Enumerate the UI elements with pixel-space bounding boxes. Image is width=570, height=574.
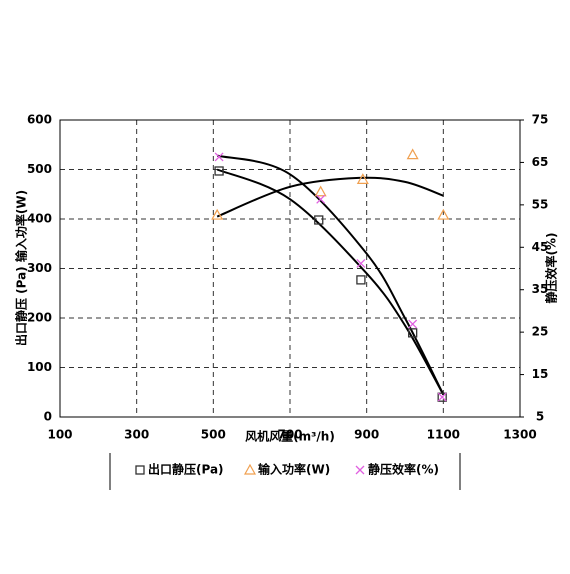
y2-tick-label: 35	[532, 282, 549, 296]
data-point	[214, 152, 224, 162]
data-point	[214, 166, 224, 176]
y-tick-label: 100	[27, 360, 52, 374]
y-tick-label: 0	[44, 410, 52, 424]
legend-marker	[243, 463, 257, 475]
y2-tick-label: 5	[536, 410, 544, 424]
data-point	[437, 392, 447, 402]
plot-border	[59, 119, 521, 418]
x-tick-label: 700	[277, 428, 302, 442]
x-tick-label: 900	[354, 428, 379, 442]
x-tick-label: 300	[124, 428, 149, 442]
y-tick-label: 500	[27, 162, 52, 176]
data-point	[356, 275, 366, 285]
x-tick-label: 1100	[427, 428, 460, 442]
y2-tick-label: 75	[532, 113, 549, 127]
data-point	[356, 258, 366, 268]
x-tick-label: 100	[47, 428, 72, 442]
trend-line	[216, 168, 445, 396]
legend-marker	[135, 465, 145, 475]
legend-label: 静压效率(%)	[368, 462, 439, 477]
data-point	[211, 208, 224, 220]
data-point	[437, 392, 447, 402]
legend-marker	[355, 465, 365, 475]
data-point	[408, 328, 418, 338]
data-point	[314, 215, 324, 225]
legend-label: 输入功率(W)	[258, 462, 330, 477]
legend-label: 出口静压(Pa)	[148, 462, 224, 477]
y-tick-label: 400	[27, 212, 52, 226]
x-tick-label: 1300	[503, 428, 536, 442]
x-axis-title: 风机风量(m³/h)	[245, 429, 335, 444]
data-point	[314, 185, 327, 197]
y-tick-label: 600	[27, 113, 52, 127]
trend-line	[216, 154, 445, 395]
y2-tick-label: 65	[532, 155, 549, 169]
y-tick-label: 200	[27, 311, 52, 325]
y2-tick-label: 55	[532, 197, 549, 211]
y2-tick-label: 45	[532, 240, 549, 254]
y-axis-title: 出口静压 (Pa) 输入功率(W)	[14, 190, 29, 346]
data-point	[408, 319, 418, 329]
y2-tick-label: 25	[532, 325, 549, 339]
data-point	[406, 148, 419, 160]
data-point	[356, 173, 369, 184]
y-tick-label: 300	[27, 261, 52, 275]
data-point	[437, 208, 450, 220]
y2-axis-title: 静压效率(%)	[544, 233, 559, 304]
y2-tick-label: 15	[532, 367, 549, 381]
data-point	[316, 194, 326, 204]
x-tick-label: 500	[201, 428, 226, 442]
trend-line	[216, 176, 444, 218]
